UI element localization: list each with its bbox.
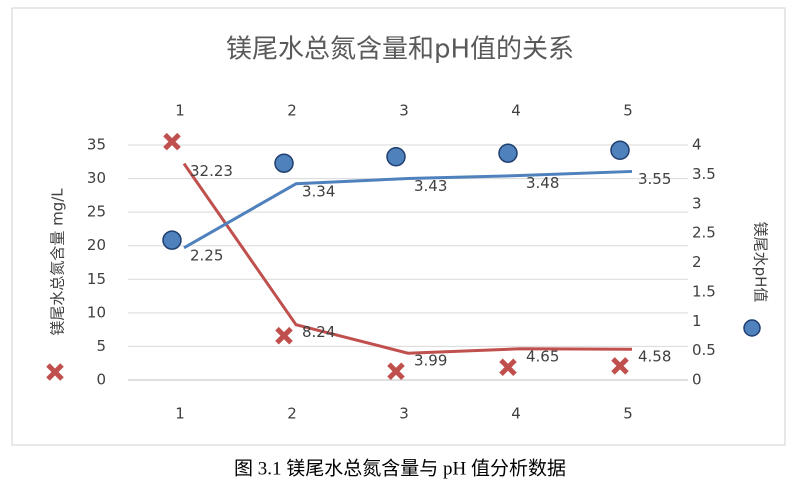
marker — [274, 153, 294, 173]
y-tick-label: 25 — [87, 203, 106, 221]
legend-marker — [743, 319, 761, 337]
y2-tick-label: 2.5 — [692, 224, 716, 242]
legend-marker — [46, 363, 64, 381]
x-tick-label: 4 — [511, 405, 521, 423]
value-label: 3.99 — [414, 352, 447, 370]
y2-tick-label: 1.5 — [692, 282, 716, 300]
y-tick-label: 20 — [87, 236, 106, 254]
value-label: 3.48 — [526, 174, 559, 192]
y-tick-label: 30 — [87, 169, 106, 187]
value-label: 2.25 — [190, 246, 223, 264]
value-label: 8.24 — [302, 323, 335, 341]
y-tick-label: 5 — [96, 337, 106, 355]
line — [182, 162, 633, 355]
y2-tick-label: 2 — [692, 253, 702, 271]
y2-tick-label: 1 — [692, 312, 702, 330]
y2-tick-label: 3.5 — [692, 165, 716, 183]
y2-tick-label: 0 — [692, 371, 702, 389]
marker — [387, 362, 405, 381]
y-axis-title: 镁尾水总氮含量 mg/L — [49, 188, 67, 336]
marker — [386, 147, 406, 167]
y2-axis-title: 镁尾水pH值 — [752, 222, 770, 303]
x-tick-label: 5 — [623, 405, 633, 423]
x2-tick-label: 4 — [511, 102, 521, 120]
marker — [275, 326, 293, 345]
value-label: 32.23 — [190, 162, 233, 180]
y-tick-label: 0 — [96, 371, 106, 389]
value-label: 3.55 — [638, 170, 671, 188]
marker — [611, 357, 629, 375]
y2-tick-label: 0.5 — [692, 341, 716, 359]
chart-frame — [11, 7, 786, 446]
y-tick-label: 10 — [87, 303, 106, 321]
value-label: 4.58 — [638, 348, 671, 366]
y2-tick-label: 4 — [692, 136, 702, 154]
x2-tick-label: 2 — [287, 102, 297, 120]
caption: 图 3.1 镁尾水总氮含量与 pH 值分析数据 — [234, 457, 566, 479]
marker — [498, 143, 518, 163]
marker-x — [275, 326, 293, 345]
x2-tick-label: 5 — [623, 102, 633, 120]
x2-tick-label: 1 — [175, 102, 185, 120]
marker-x — [499, 358, 517, 377]
x-tick-label: 1 — [175, 405, 185, 423]
legend-x — [46, 363, 64, 381]
value-label: 3.34 — [302, 182, 335, 200]
chart-title: 镁尾水总氮含量和pH值的关系 — [226, 35, 574, 65]
marker — [163, 132, 181, 151]
x-tick-label: 2 — [287, 405, 297, 423]
x2-tick-label: 3 — [399, 102, 409, 120]
marker — [610, 140, 630, 161]
value-label: 3.43 — [414, 177, 447, 195]
marker-x — [387, 362, 405, 381]
marker — [499, 358, 517, 377]
y2-tick-label: 3 — [692, 194, 702, 212]
y-tick-label: 15 — [87, 270, 106, 288]
line — [183, 169, 633, 250]
marker-x — [163, 132, 181, 151]
marker-x — [611, 357, 629, 375]
y-tick-label: 35 — [87, 136, 106, 154]
marker — [162, 230, 182, 250]
x-tick-label: 3 — [399, 405, 409, 423]
value-label: 4.65 — [526, 347, 559, 365]
